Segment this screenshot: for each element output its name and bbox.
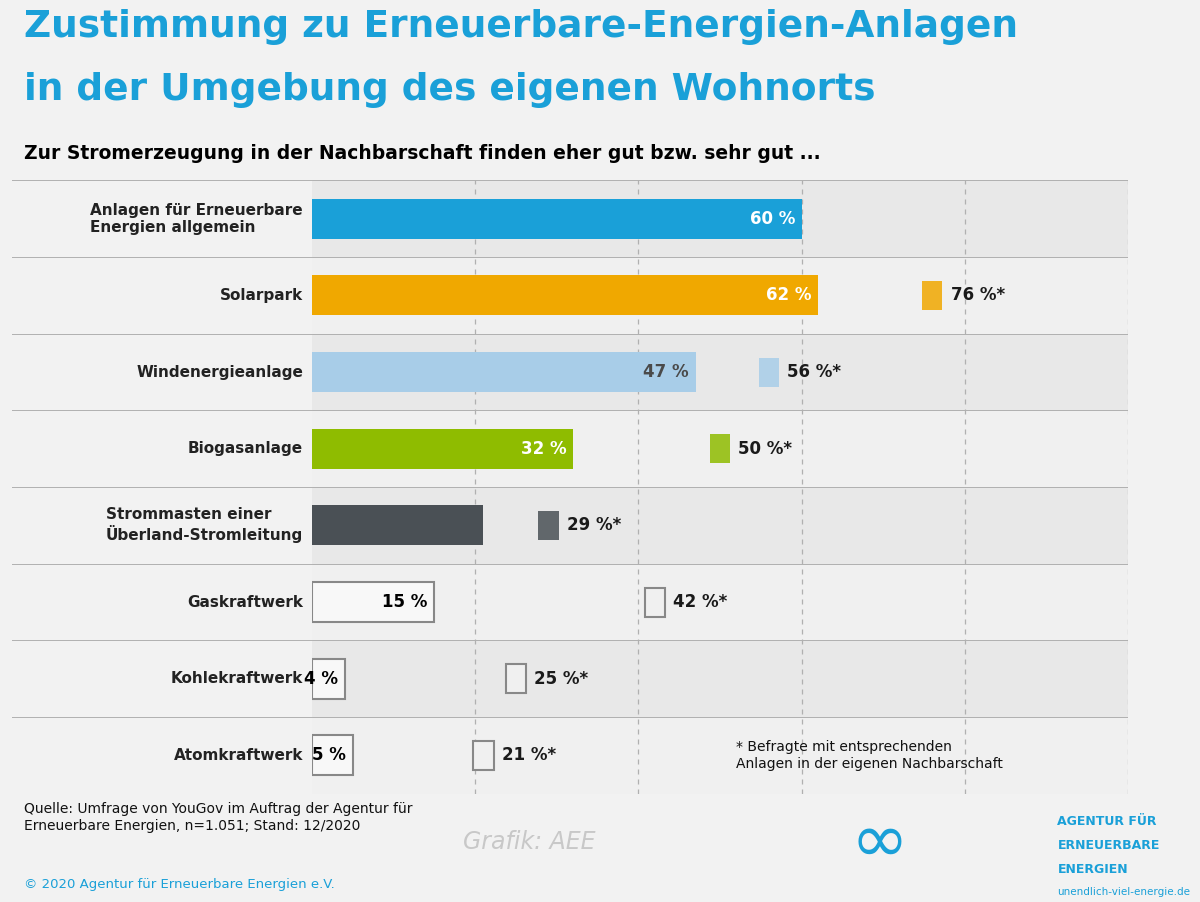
Text: © 2020 Agentur für Erneuerbare Energien e.V.: © 2020 Agentur für Erneuerbare Energien … xyxy=(24,879,335,891)
Text: unendlich-viel-energie.de: unendlich-viel-energie.de xyxy=(1057,887,1190,897)
Text: 76 %*: 76 %* xyxy=(950,287,1004,304)
Bar xyxy=(473,741,493,770)
Text: 50 %*: 50 %* xyxy=(738,440,792,457)
Text: 32 %: 32 % xyxy=(521,440,566,457)
Text: in der Umgebung des eigenen Wohnorts: in der Umgebung des eigenen Wohnorts xyxy=(24,72,875,108)
Text: 29 %*: 29 %* xyxy=(568,517,622,534)
Bar xyxy=(312,640,1128,717)
Text: Zur Stromerzeugung in der Nachbarschaft finden eher gut bzw. sehr gut ...: Zur Stromerzeugung in der Nachbarschaft … xyxy=(24,144,821,163)
Text: ERNEUERBARE: ERNEUERBARE xyxy=(1057,839,1160,852)
Text: ENERGIEN: ENERGIEN xyxy=(1057,863,1128,876)
Text: Grafik: AEE: Grafik: AEE xyxy=(463,831,596,854)
Bar xyxy=(312,352,696,392)
Bar xyxy=(312,717,1128,794)
Bar xyxy=(312,505,484,546)
Bar xyxy=(312,428,574,469)
Bar xyxy=(758,357,779,387)
Bar xyxy=(539,511,559,540)
Bar xyxy=(312,198,802,239)
Bar xyxy=(312,180,1128,257)
Bar xyxy=(710,434,730,464)
Text: AGENTUR FÜR: AGENTUR FÜR xyxy=(1057,815,1157,828)
Text: Biogasanlage: Biogasanlage xyxy=(188,441,302,456)
Text: 62 %: 62 % xyxy=(766,287,811,304)
Bar xyxy=(312,334,1128,410)
Text: Anlagen für Erneuerbare
Energien allgemein: Anlagen für Erneuerbare Energien allgeme… xyxy=(90,203,302,235)
Text: 47 %: 47 % xyxy=(643,364,689,381)
Bar xyxy=(312,735,353,776)
Text: 4 %: 4 % xyxy=(304,670,338,687)
Text: Strommasten einer
Überland-Stromleitung: Strommasten einer Überland-Stromleitung xyxy=(106,508,302,543)
Bar xyxy=(506,664,527,694)
Bar xyxy=(312,275,818,316)
Bar xyxy=(312,564,1128,640)
Text: 21 %*: 21 %* xyxy=(502,747,556,764)
Text: Gaskraftwerk: Gaskraftwerk xyxy=(187,594,302,610)
Text: 15 %: 15 % xyxy=(383,594,428,611)
Text: * Befragte mit entsprechenden
Anlagen in der eigenen Nachbarschaft: * Befragte mit entsprechenden Anlagen in… xyxy=(737,741,1003,770)
Bar xyxy=(312,582,434,622)
Text: 60 %: 60 % xyxy=(750,210,796,227)
Text: Windenergieanlage: Windenergieanlage xyxy=(136,364,302,380)
Bar xyxy=(922,281,942,310)
Bar xyxy=(312,410,1128,487)
Bar xyxy=(644,587,665,617)
Text: Kohlekraftwerk: Kohlekraftwerk xyxy=(170,671,302,686)
Bar xyxy=(312,487,1128,564)
Text: ∞: ∞ xyxy=(851,809,908,876)
Text: Atomkraftwerk: Atomkraftwerk xyxy=(174,748,302,763)
Text: 42 %*: 42 %* xyxy=(673,594,727,611)
Text: 25 %*: 25 %* xyxy=(534,670,588,687)
Bar xyxy=(312,658,344,699)
Text: Solarpark: Solarpark xyxy=(220,288,302,303)
Text: Zustimmung zu Erneuerbare-Energien-Anlagen: Zustimmung zu Erneuerbare-Energien-Anlag… xyxy=(24,9,1018,45)
Text: 56 %*: 56 %* xyxy=(787,364,841,381)
Text: 5 %: 5 % xyxy=(312,747,347,764)
Text: Quelle: Umfrage von YouGov im Auftrag der Agentur für
Erneuerbare Energien, n=1.: Quelle: Umfrage von YouGov im Auftrag de… xyxy=(24,803,413,833)
Bar xyxy=(312,257,1128,334)
